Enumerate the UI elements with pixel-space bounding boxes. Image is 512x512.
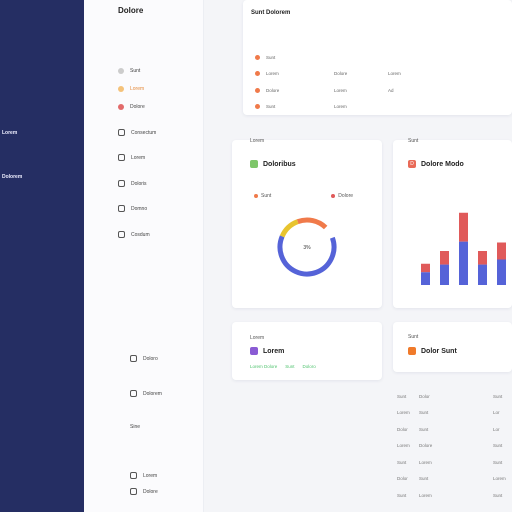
square-icon	[118, 231, 125, 238]
table-cell: Lorem	[419, 460, 432, 465]
bar-bottom	[478, 264, 487, 285]
donut-center-label: 3%	[303, 245, 311, 251]
card-title-row: Lorem	[250, 347, 284, 355]
circle-icon	[118, 68, 124, 74]
table-cell: Lorem	[493, 476, 506, 481]
table-cell: Sunt	[493, 460, 503, 465]
sidebar-item[interactable]: Cosdum	[118, 231, 150, 238]
table-cell: Lor	[493, 427, 500, 432]
bar-top	[440, 251, 449, 265]
table-cell: Dolor	[397, 427, 408, 432]
card-title-row: Doloribus	[250, 160, 296, 168]
nav-item[interactable]: Dolorem	[2, 174, 23, 180]
table-cell: Sunt	[419, 410, 429, 415]
square-icon	[130, 355, 137, 362]
status-icon	[255, 104, 260, 109]
chart-legend: Sunt Dolore	[254, 193, 353, 199]
table-cell: Lor	[493, 410, 500, 415]
sidebar-item[interactable]: Lorem	[118, 86, 144, 92]
bar-chart	[421, 212, 506, 285]
card-eyebrow: Sunt	[408, 138, 419, 144]
bar-bottom	[440, 264, 449, 285]
square-icon	[130, 472, 137, 479]
sidebar-item[interactable]: Doloro	[130, 355, 158, 362]
sidebar-item[interactable]: Lorem	[118, 154, 145, 161]
table-cell: Lorem	[397, 410, 410, 415]
status-icon	[255, 55, 260, 60]
table-cell: Sunt	[493, 443, 503, 448]
sidebar-item[interactable]: Domno	[118, 205, 147, 212]
table-cell: Dolore	[419, 443, 433, 448]
table-cell: Dolor	[397, 476, 408, 481]
table-row[interactable]: Dolore Lorem Ad	[255, 88, 394, 93]
tag[interactable]: Sunt	[285, 364, 295, 369]
sidebar-item[interactable]: Dolore	[118, 104, 145, 110]
status-icon	[255, 71, 260, 76]
table-row[interactable]: Lorem Dolore Lorem	[255, 71, 401, 76]
bar-bottom	[459, 241, 468, 285]
bar-top	[459, 212, 468, 242]
square-icon	[118, 154, 125, 161]
square-icon	[118, 205, 125, 212]
activity-card: Sunt Dolorem Sunt Lorem Dolore Lorem Dol…	[243, 0, 512, 115]
table-cell: Dolor	[419, 394, 430, 399]
legend-item: Dolore	[331, 193, 353, 199]
bar-top	[497, 242, 506, 260]
table-cell: Sunt	[397, 493, 407, 498]
nav-item[interactable]: Lorem	[2, 130, 18, 136]
table-cell: Lorem	[419, 493, 432, 498]
bar-top	[421, 263, 430, 273]
sidebar-item[interactable]: Sine	[130, 424, 141, 430]
table-row[interactable]: Sunt	[255, 55, 275, 60]
lower-left-card: Lorem Lorem Lorem Dolore Sunt Doloro	[232, 322, 382, 380]
table-cell: Sunt	[419, 427, 429, 432]
square-icon	[118, 180, 125, 187]
donut-card: Lorem Doloribus Sunt Dolore 3%	[232, 138, 382, 308]
bar-card: Sunt D Dolore Modo	[393, 138, 512, 308]
table-cell: Lorem	[397, 443, 410, 448]
lower-right-card: Sunt Dolor Sunt	[393, 322, 512, 372]
card-title-row: Dolor Sunt	[408, 347, 457, 355]
square-icon	[130, 390, 137, 397]
legend-item: Sunt	[254, 193, 271, 199]
chart-icon	[250, 160, 258, 168]
chart-icon: D	[408, 160, 416, 168]
sidebar-title: Dolore	[118, 6, 144, 15]
sidebar-item[interactable]: Consectum	[118, 129, 156, 136]
box-icon	[408, 347, 416, 355]
sidebar-item[interactable]: Doloris	[118, 180, 147, 187]
bag-icon	[250, 347, 258, 355]
table-cell: Sunt	[493, 394, 503, 399]
tag[interactable]: Doloro	[302, 364, 316, 369]
data-table: Sunt Dolor Sunt Lorem Sunt Lor Dolor Sun…	[395, 392, 510, 510]
table-cell: Sunt	[397, 460, 407, 465]
circle-icon	[118, 86, 124, 92]
card-eyebrow: Lorem	[250, 138, 265, 144]
sidebar-item[interactable]: Dolorem	[130, 390, 162, 397]
table-cell: Sunt	[493, 493, 503, 498]
sidebar-item[interactable]: Dolore	[130, 488, 158, 495]
secondary-sidebar: Dolore Sunt Lorem Dolore Consectum Lorem…	[84, 0, 204, 512]
tag[interactable]: Lorem Dolore	[250, 364, 278, 369]
sidebar-item[interactable]: Lorem	[130, 472, 157, 479]
donut-chart: 3%	[277, 217, 337, 277]
card-eyebrow: Lorem	[250, 335, 265, 341]
square-icon	[118, 129, 125, 136]
status-icon	[255, 88, 260, 93]
nav-rail: Lorem Dolorem	[0, 0, 84, 512]
table-cell: Sunt	[397, 394, 407, 399]
card-eyebrow: Sunt	[408, 334, 419, 340]
square-icon	[130, 488, 137, 495]
card-header: Sunt Dolorem	[251, 10, 291, 16]
tag-list: Lorem Dolore Sunt Doloro	[250, 364, 316, 369]
circle-icon	[118, 104, 124, 110]
bar-bottom	[497, 259, 506, 285]
bar-bottom	[421, 272, 430, 285]
sidebar-item[interactable]: Sunt	[118, 68, 140, 74]
table-cell: Sunt	[419, 476, 429, 481]
table-row[interactable]: Sunt Lorem	[255, 104, 347, 109]
card-title-row: D Dolore Modo	[408, 160, 464, 168]
bar-top	[478, 251, 487, 265]
